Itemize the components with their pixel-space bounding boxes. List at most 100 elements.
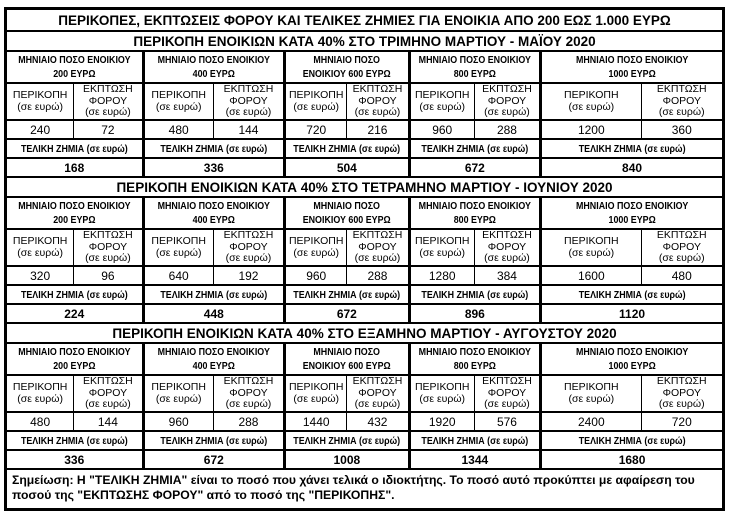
final-loss-label: ΤΕΛΙΚΗ ΖΗΜΙΑ (σε ευρώ) bbox=[283, 284, 410, 305]
cut-column-header: ΠΕΡΙΚΟΠΗ (σε ευρώ) bbox=[407, 228, 475, 267]
cut-column-header: ΠΕΡΙΚΟΠΗ (σε ευρώ) bbox=[539, 228, 642, 267]
tax-column-header: ΕΚΠΤΩΣΗ ΦΟΡΟΥ (σε ευρώ) bbox=[640, 82, 725, 121]
group-header-line1: ΜΗΝΙΑΙΟ ΠΟΣΟ ΕΝΟΙΚΙΟΥ bbox=[418, 200, 532, 212]
tax-label-2: ΦΟΡΟΥ bbox=[229, 386, 268, 399]
cut-value: 1200 bbox=[539, 119, 642, 140]
cut-value: 2400 bbox=[539, 411, 642, 432]
cut-label: ΠΕΡΙΚΟΠΗ bbox=[12, 89, 68, 101]
tax-column-header: ΕΚΠΤΩΣΗ ΦΟΡΟΥ (σε ευρώ) bbox=[73, 82, 144, 121]
unit-label: (σε ευρώ) bbox=[225, 252, 272, 265]
unit-label: (σε ευρώ) bbox=[293, 246, 340, 259]
unit-label: (σε ευρώ) bbox=[17, 392, 63, 405]
section-2-values-row: 320 96 640 192 960 288 1280 384 1600 480 bbox=[3, 265, 725, 286]
group-header-line1: ΜΗΝΙΑΙΟ ΠΟΣΟ ΕΝΟΙΚΙΟΥ bbox=[418, 346, 532, 358]
tax-column-header: ΕΚΠΤΩΣΗ ΦΟΡΟΥ (σε ευρώ) bbox=[212, 82, 286, 121]
tax-value: 480 bbox=[640, 265, 725, 286]
section-2-group-header-row: ΜΗΝΙΑΙΟ ΠΟΣΟ ΕΝΟΙΚΙΟΥ 200 ΕΥΡΩ ΜΗΝΙΑΙΟ ΠΟ… bbox=[4, 196, 724, 230]
group-header-line2: ΕΝΟΙΚΙΟΥ 600 ΕΥΡΩ bbox=[302, 360, 391, 372]
cut-label: ΠΕΡΙΚΟΠΗ bbox=[288, 235, 344, 247]
group-header-400: ΜΗΝΙΑΙΟ ΠΟΣΟ ΕΝΟΙΚΙΟΥ 400 ΕΥΡΩ bbox=[141, 196, 286, 230]
group-header-200: ΜΗΝΙΑΙΟ ΠΟΣΟ ΕΝΟΙΚΙΟΥ 200 ΕΥΡΩ bbox=[4, 196, 144, 230]
final-loss-value: 1344 bbox=[407, 449, 542, 470]
section-2-final-value-row: 224 448 672 896 1120 bbox=[4, 303, 724, 324]
cut-value: 1600 bbox=[539, 265, 642, 286]
unit-label: (σε ευρώ) bbox=[658, 106, 705, 119]
unit-label: (σε ευρώ) bbox=[484, 106, 530, 119]
cut-label: ΠΕΡΙΚΟΠΗ bbox=[12, 235, 68, 247]
tax-value: 144 bbox=[73, 411, 144, 432]
unit-label: (σε ευρώ) bbox=[568, 392, 615, 405]
group-header-1000: ΜΗΝΙΑΙΟ ΠΟΣΟ ΕΝΟΙΚΙΟΥ 1000 ΕΥΡΩ bbox=[539, 50, 724, 84]
unit-label: (σε ευρώ) bbox=[658, 252, 705, 265]
group-header-line2: 200 ΕΥΡΩ bbox=[53, 360, 96, 372]
group-header-line1: ΜΗΝΙΑΙΟ ΠΟΣΟ ΕΝΟΙΚΙΟΥ bbox=[575, 200, 689, 212]
section-1-subheader-row: ΠΕΡΙΚΟΠΗ (σε ευρώ) ΕΚΠΤΩΣΗ ΦΟΡΟΥ (σε ευρώ) … bbox=[3, 82, 725, 121]
cut-column-header: ΠΕΡΙΚΟΠΗ (σε ευρώ) bbox=[3, 228, 75, 267]
cut-value: 1920 bbox=[407, 411, 475, 432]
tax-column-header: ΕΚΠΤΩΣΗ ΦΟΡΟΥ (σε ευρώ) bbox=[212, 228, 286, 267]
final-loss-value: 1008 bbox=[283, 449, 410, 470]
cut-value: 1440 bbox=[283, 411, 348, 432]
final-loss-label: ΤΕΛΙΚΗ ΖΗΜΙΑ (σε ευρώ) bbox=[407, 138, 542, 159]
final-loss-value: 1680 bbox=[539, 449, 724, 470]
unit-label: (σε ευρώ) bbox=[484, 398, 530, 411]
unit-label: (σε ευρώ) bbox=[293, 100, 340, 113]
unit-label: (σε ευρώ) bbox=[293, 392, 340, 405]
tax-label-1: ΕΚΠΤΩΣΗ bbox=[352, 83, 403, 96]
unit-label: (σε ευρώ) bbox=[658, 398, 705, 411]
section-2-title: ΠΕΡΙΚΟΠΗ ΕΝΟΙΚΙΩΝ ΚΑΤΑ 40% ΣΤΟ ΤΕΤΡΑΜΗΝΟ… bbox=[5, 176, 724, 198]
group-header-600: ΜΗΝΙΑΙΟ ΠΟΣΟ ΕΝΟΙΚΙΟΥ 600 ΕΥΡΩ bbox=[283, 50, 410, 84]
section-3-subheader-row: ΠΕΡΙΚΟΠΗ (σε ευρώ) ΕΚΠΤΩΣΗ ΦΟΡΟΥ (σε ευρώ) … bbox=[3, 374, 725, 413]
cut-label: ΠΕΡΙΚΟΠΗ bbox=[151, 381, 206, 393]
tax-value: 288 bbox=[346, 265, 410, 286]
tax-label-2: ΦΟΡΟΥ bbox=[358, 94, 397, 107]
final-loss-label: ΤΕΛΙΚΗ ΖΗΜΙΑ (σε ευρώ) bbox=[407, 284, 542, 305]
unit-label: (σε ευρώ) bbox=[419, 100, 466, 113]
tax-label-2: ΦΟΡΟΥ bbox=[88, 94, 128, 107]
rent-cuts-table: ΠΕΡΙΚΟΠΕΣ, ΕΚΠΤΩΣΕΙΣ ΦΟΡΟΥ ΚΑΙ ΤΕΛΙΚΕΣ Ζ… bbox=[3, 7, 725, 511]
tax-label-1: ΕΚΠΤΩΣΗ bbox=[223, 375, 274, 388]
group-header-line1: ΜΗΝΙΑΙΟ ΠΟΣΟ ΕΝΟΙΚΙΟΥ bbox=[575, 54, 689, 66]
tax-value: 144 bbox=[212, 119, 286, 140]
unit-label: (σε ευρώ) bbox=[354, 106, 401, 119]
group-header-line1: ΜΗΝΙΑΙΟ ΠΟΣΟ ΕΝΟΙΚΙΟΥ bbox=[18, 200, 131, 212]
group-header-line2: 800 ΕΥΡΩ bbox=[453, 68, 496, 80]
tax-label-2: ΦΟΡΟΥ bbox=[229, 240, 268, 253]
tax-column-header: ΕΚΠΤΩΣΗ ΦΟΡΟΥ (σε ευρώ) bbox=[473, 228, 542, 267]
final-loss-label: ΤΕΛΙΚΗ ΖΗΜΙΑ (σε ευρώ) bbox=[407, 430, 542, 451]
final-loss-label: ΤΕΛΙΚΗ ΖΗΜΙΑ (σε ευρώ) bbox=[283, 138, 410, 159]
cut-column-header: ΠΕΡΙΚΟΠΗ (σε ευρώ) bbox=[283, 228, 348, 267]
tax-label-1: ΕΚΠΤΩΣΗ bbox=[482, 375, 532, 388]
unit-label: (σε ευρώ) bbox=[225, 106, 272, 119]
tax-column-header: ΕΚΠΤΩΣΗ ΦΟΡΟΥ (σε ευρώ) bbox=[73, 228, 144, 267]
group-header-line1: ΜΗΝΙΑΙΟ ΠΟΣΟ ΕΝΟΙΚΙΟΥ bbox=[18, 54, 131, 66]
cut-label: ΠΕΡΙΚΟΠΗ bbox=[414, 381, 470, 393]
tax-value: 720 bbox=[640, 411, 725, 432]
unit-label: (σε ευρώ) bbox=[85, 106, 131, 119]
table-title: ΠΕΡΙΚΟΠΕΣ, ΕΚΠΤΩΣΕΙΣ ΦΟΡΟΥ ΚΑΙ ΤΕΛΙΚΕΣ Ζ… bbox=[5, 7, 724, 32]
tax-label-1: ΕΚΠΤΩΣΗ bbox=[352, 229, 403, 242]
tax-label-2: ΦΟΡΟΥ bbox=[88, 386, 128, 399]
cut-label: ΠΕΡΙΚΟΠΗ bbox=[564, 381, 619, 393]
group-header-line2: 400 ΕΥΡΩ bbox=[192, 214, 235, 226]
tax-label-2: ΦΟΡΟΥ bbox=[358, 386, 397, 399]
section-2-subheader-row: ΠΕΡΙΚΟΠΗ (σε ευρώ) ΕΚΠΤΩΣΗ ΦΟΡΟΥ (σε ευρώ) … bbox=[3, 228, 725, 267]
unit-label: (σε ευρώ) bbox=[354, 398, 401, 411]
cut-value: 960 bbox=[407, 119, 475, 140]
tax-value: 72 bbox=[73, 119, 144, 140]
cut-column-header: ΠΕΡΙΚΟΠΗ (σε ευρώ) bbox=[407, 374, 475, 413]
group-header-line1: ΜΗΝΙΑΙΟ ΠΟΣΟ ΕΝΟΙΚΙΟΥ bbox=[157, 54, 270, 66]
tax-label-1: ΕΚΠΤΩΣΗ bbox=[656, 229, 707, 242]
group-header-line2: ΕΝΟΙΚΙΟΥ 600 ΕΥΡΩ bbox=[302, 68, 391, 80]
note-text: Σημείωση: Η "ΤΕΛΙΚΗ ΖΗΜΙΑ" είναι το ποσό… bbox=[5, 468, 724, 511]
tax-value: 432 bbox=[346, 411, 410, 432]
final-loss-label: ΤΕΛΙΚΗ ΖΗΜΙΑ (σε ευρώ) bbox=[283, 430, 410, 451]
cut-label: ΠΕΡΙΚΟΠΗ bbox=[151, 89, 206, 101]
final-loss-value: 336 bbox=[141, 157, 286, 178]
group-header-line1: ΜΗΝΙΑΙΟ ΠΟΣΟ ΕΝΟΙΚΙΟΥ bbox=[18, 346, 131, 358]
tax-value: 288 bbox=[473, 119, 542, 140]
tax-column-header: ΕΚΠΤΩΣΗ ΦΟΡΟΥ (σε ευρώ) bbox=[640, 374, 725, 413]
final-loss-label: ΤΕΛΙΚΗ ΖΗΜΙΑ (σε ευρώ) bbox=[539, 284, 724, 305]
cut-label: ΠΕΡΙΚΟΠΗ bbox=[564, 235, 619, 247]
